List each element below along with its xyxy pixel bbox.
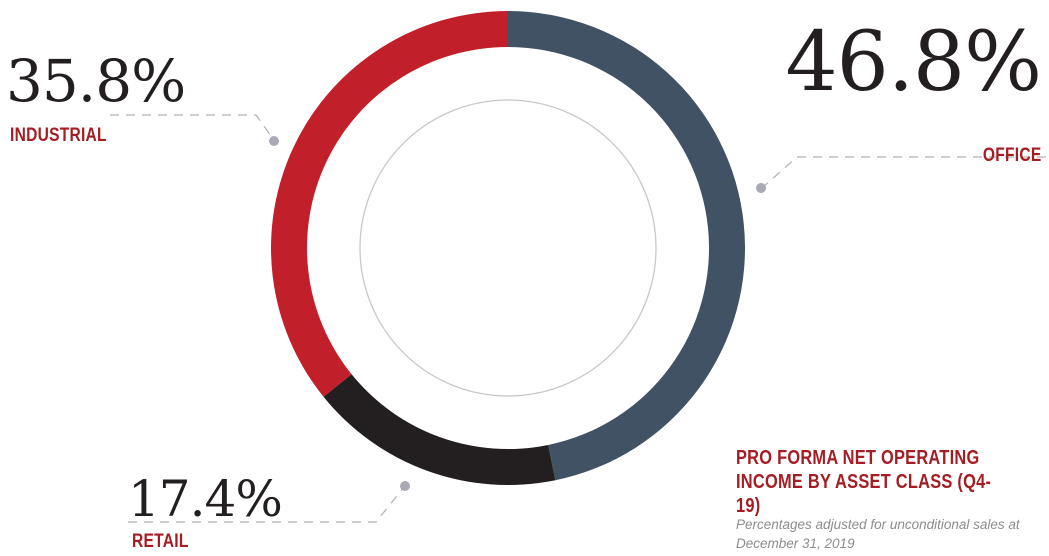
retail-label: RETAIL [132,531,189,552]
inner-ring [359,99,657,397]
retail-slice [323,374,556,485]
industrial-label: INDUSTRIAL [10,125,107,146]
chart-title: PRO FORMA NET OPERATING INCOME BY ASSET … [736,447,992,517]
retail-leader-dot [400,481,410,491]
retail-leader-line [128,486,405,523]
industrial-leader-line [110,114,275,141]
office-leader-dot [756,183,766,193]
office-leader [756,156,1046,193]
industrial-value: 35.8% [6,47,186,115]
industrial-leader-dot [269,136,279,146]
chart-subtitle: Percentages adjusted for unconditional s… [736,517,1020,551]
industrial-leader [110,114,279,146]
office-leader-line [761,156,1046,189]
retail-value: 17.4% [128,470,283,528]
office-value: 46.8% [785,15,1042,110]
office-label: OFFICE [982,145,1041,166]
retail-leader [128,481,410,523]
industrial-slice [270,11,508,397]
donut-slices [270,11,745,485]
office-slice [508,11,745,481]
